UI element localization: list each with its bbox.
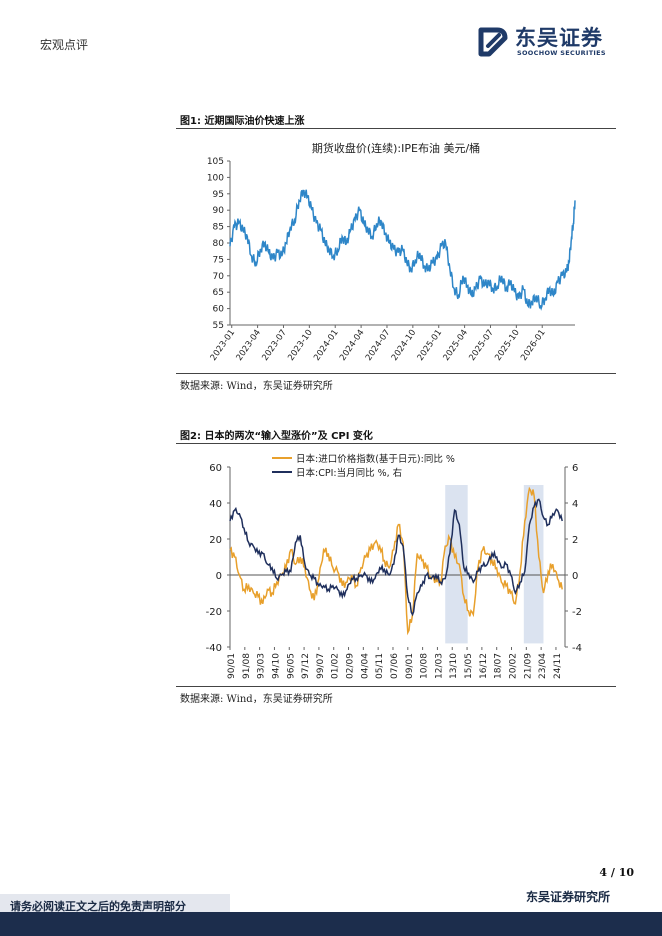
chart2-x-tick-label: 99/07 xyxy=(316,653,326,679)
brand-name-en: SOOCHOW SECURITIES xyxy=(517,49,606,57)
chart2-y-tick-label: -20 xyxy=(206,607,222,618)
figure2-source: 数据来源: Wind，东吴证券研究所 xyxy=(180,694,333,705)
chart2-x-tick-label: 24/11 xyxy=(553,653,563,679)
chart2-y-tick-label: 20 xyxy=(209,535,222,546)
chart2-x-tick-label: 09/01 xyxy=(405,653,415,679)
chart1-y-tick-label: 100 xyxy=(207,173,224,183)
chart1-x-tick-label: 2026-01 xyxy=(519,328,548,363)
chart2-y2-tick-label: -2 xyxy=(572,607,582,618)
chart2-x-tick-label: 96/05 xyxy=(286,653,296,679)
footer-bar xyxy=(0,912,662,936)
chart1-x-tick-label: 2023-07 xyxy=(260,328,289,363)
chart2-x-tick-label: 02/09 xyxy=(346,653,356,679)
chart2-x-tick-label: 93/03 xyxy=(257,653,267,679)
chart1-y-tick-label: 65 xyxy=(213,288,224,298)
chart2-x-tick-label: 10/08 xyxy=(420,653,430,679)
figure1-label: 图1: 近期国际油价快速上涨 xyxy=(180,116,305,127)
disclaimer-text: 请务必阅读正文之后的免责声明部分 xyxy=(10,900,186,913)
chart1-x-tick-label: 2024-04 xyxy=(338,328,367,363)
chart2-x-tick-label: 91/08 xyxy=(242,653,252,679)
chart1-y-tick-label: 90 xyxy=(213,206,225,216)
figure2-top-rule xyxy=(176,443,616,444)
chart2-legend-import-label: 日本:进口价格指数(基于日元):同比 % xyxy=(296,453,455,465)
chart1-x-tick-label: 2025-01 xyxy=(416,328,445,363)
chart1-y-tick-label: 85 xyxy=(213,223,224,233)
figure1-bottom-rule xyxy=(176,373,616,374)
chart1-y-tick-label: 70 xyxy=(213,272,225,282)
chart2-x-tick-label: 20/02 xyxy=(509,653,519,679)
chart1-x-tick-label: 2025-07 xyxy=(467,328,496,363)
chart2-x-tick-label: 07/06 xyxy=(390,653,400,679)
chart1-x-tick-label: 2025-04 xyxy=(441,328,470,363)
chart2-shaded-period xyxy=(445,485,468,644)
chart2-y-tick-label: -40 xyxy=(206,643,222,654)
chart1-x-tick-label: 2023-10 xyxy=(286,328,315,363)
chart2-y2-tick-label: 6 xyxy=(572,463,578,474)
disclaimer-box: 请务必阅读正文之后的免责声明部分 xyxy=(0,894,230,916)
chart1-y-tick-label: 75 xyxy=(213,255,224,265)
figure1-top-rule xyxy=(176,128,616,129)
chart1-x-tick-label: 2024-01 xyxy=(312,328,341,363)
chart2-x-tick-label: 13/10 xyxy=(449,653,459,679)
chart2-y-tick-label: 0 xyxy=(216,571,222,582)
chart2-x-tick-label: 01/02 xyxy=(331,653,341,679)
chart1-series-line xyxy=(229,189,576,311)
chart1-title: 期货收盘价(连续):IPE布油 美元/桶 xyxy=(312,141,480,155)
chart2-x-tick-label: 05/11 xyxy=(375,653,385,679)
chart1-x-tick-label: 2025-10 xyxy=(493,328,522,363)
chart2-x-tick-label: 90/01 xyxy=(227,653,237,679)
figure2-label: 图2: 日本的两次“输入型涨价”及 CPI 变化 xyxy=(180,431,373,442)
figure1-source: 数据来源: Wind，东吴证券研究所 xyxy=(180,381,333,392)
chart2-y2-tick-label: -4 xyxy=(572,643,582,654)
chart1-y-tick-label: 95 xyxy=(213,190,224,200)
chart2-x-tick-label: 16/12 xyxy=(479,653,489,679)
brand-logo: 东吴证券 SOOCHOW SECURITIES xyxy=(475,22,625,62)
chart1-x-tick-label: 2023-01 xyxy=(209,328,238,363)
chart2-x-tick-label: 97/12 xyxy=(301,653,311,679)
oil-price-chart: 期货收盘价(连续):IPE布油 美元/桶 55 60 65 70 75 80 85 90 95 10… xyxy=(207,141,576,363)
chart2-x-tick-label: 04/04 xyxy=(360,653,370,679)
chart2-y2-tick-label: 2 xyxy=(572,535,578,546)
soochow-logo-icon xyxy=(478,27,508,57)
chart2-x-tick-label: 21/09 xyxy=(523,653,533,679)
brand-name-cn: 东吴证券 xyxy=(515,26,603,50)
chart2-y2-tick-label: 4 xyxy=(572,499,578,510)
page-number: 4 / 10 xyxy=(599,866,634,879)
chart2-y-tick-label: 60 xyxy=(209,463,222,474)
chart1-y-tick-label: 105 xyxy=(207,157,224,167)
chart1-y-tick-label: 60 xyxy=(213,305,225,315)
chart2-y2-tick-label: 0 xyxy=(572,571,578,582)
chart2-cpi-line xyxy=(229,498,563,617)
chart1-y-tick-label: 55 xyxy=(213,321,224,331)
chart2-x-tick-label: 15/05 xyxy=(464,653,474,679)
figure2-bottom-rule xyxy=(176,686,616,687)
chart1-x-tick-label: 2024-07 xyxy=(364,328,393,363)
chart2-x-tick-label: 12/03 xyxy=(434,653,444,679)
footer-company: 东吴证券研究所 xyxy=(525,890,610,904)
chart1-y-tick-label: 80 xyxy=(213,239,225,249)
chart1-x-tick-label: 2023-04 xyxy=(234,328,263,363)
chart2-x-tick-label: 23/04 xyxy=(538,653,548,679)
chart2-legend-cpi-label: 日本:CPI:当月同比 %, 右 xyxy=(296,467,402,479)
chart2-x-tick-label: 94/10 xyxy=(271,653,281,679)
header-section: 宏观点评 xyxy=(40,38,89,52)
chart1-x-tick-label: 2024-10 xyxy=(390,328,419,363)
chart2-x-tick-label: 18/07 xyxy=(494,653,504,679)
chart2-import-price-line xyxy=(229,486,563,636)
chart2-y-tick-label: 40 xyxy=(209,499,222,510)
